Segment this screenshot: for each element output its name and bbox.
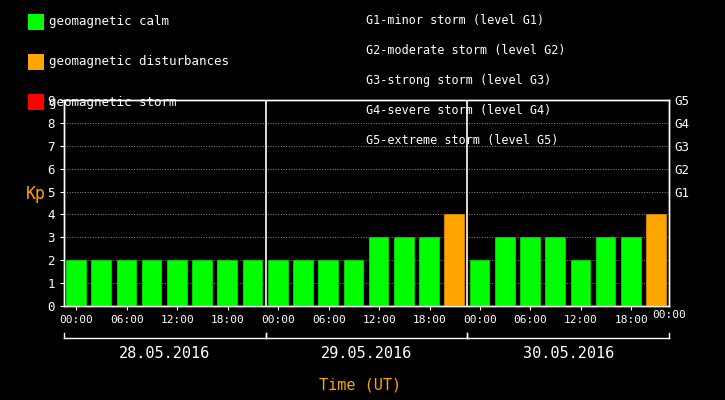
Bar xyxy=(369,237,389,306)
Text: geomagnetic storm: geomagnetic storm xyxy=(49,96,177,108)
Text: G3-strong storm (level G3): G3-strong storm (level G3) xyxy=(366,74,552,87)
Bar xyxy=(192,260,213,306)
Text: 30.05.2016: 30.05.2016 xyxy=(523,346,614,362)
Bar xyxy=(419,237,440,306)
Bar xyxy=(318,260,339,306)
Bar xyxy=(545,237,566,306)
Bar xyxy=(394,237,415,306)
Text: 28.05.2016: 28.05.2016 xyxy=(119,346,210,362)
Text: 00:00: 00:00 xyxy=(652,310,686,320)
Y-axis label: Kp: Kp xyxy=(26,185,46,203)
Bar xyxy=(91,260,112,306)
Bar xyxy=(444,214,465,306)
Text: G4-severe storm (level G4): G4-severe storm (level G4) xyxy=(366,104,552,117)
Bar xyxy=(66,260,87,306)
Bar xyxy=(268,260,289,306)
Bar xyxy=(571,260,591,306)
Bar xyxy=(495,237,515,306)
Text: geomagnetic disturbances: geomagnetic disturbances xyxy=(49,56,229,68)
Bar xyxy=(243,260,263,306)
Text: Time (UT): Time (UT) xyxy=(319,377,402,392)
Text: geomagnetic calm: geomagnetic calm xyxy=(49,16,170,28)
Text: G1-minor storm (level G1): G1-minor storm (level G1) xyxy=(366,14,544,27)
Text: 29.05.2016: 29.05.2016 xyxy=(321,346,412,362)
Bar xyxy=(167,260,188,306)
Bar xyxy=(596,237,616,306)
Bar xyxy=(646,214,667,306)
Text: G5-extreme storm (level G5): G5-extreme storm (level G5) xyxy=(366,134,558,147)
Bar xyxy=(344,260,364,306)
Text: G2-moderate storm (level G2): G2-moderate storm (level G2) xyxy=(366,44,566,57)
Bar xyxy=(621,237,642,306)
Bar xyxy=(293,260,314,306)
Bar xyxy=(520,237,541,306)
Bar xyxy=(218,260,238,306)
Bar xyxy=(470,260,490,306)
Bar xyxy=(142,260,162,306)
Bar xyxy=(117,260,137,306)
